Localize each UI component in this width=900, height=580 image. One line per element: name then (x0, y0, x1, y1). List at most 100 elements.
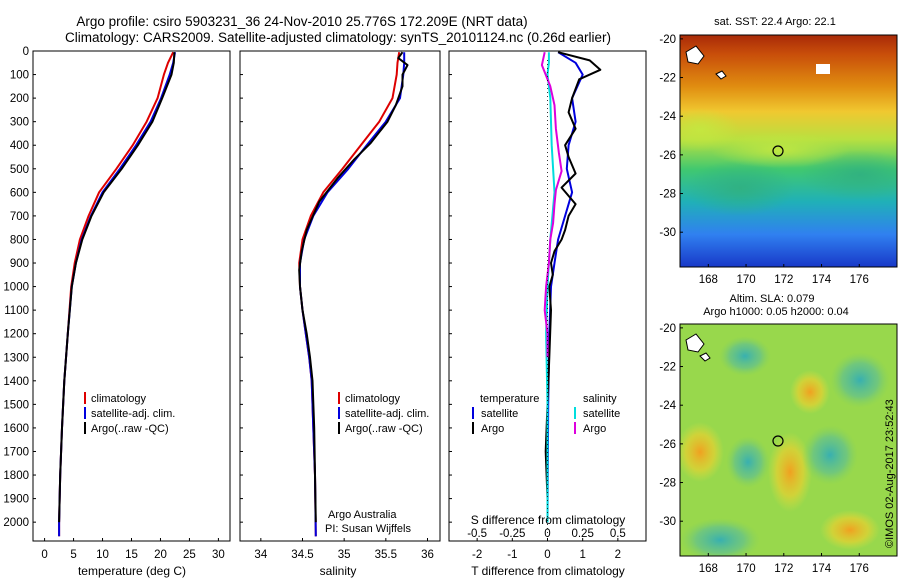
x-tick-label: 25 (183, 549, 196, 561)
map-x-tick-label: 168 (699, 563, 718, 575)
y-tick-label: 1000 (3, 282, 29, 294)
missing-data-patch (816, 64, 830, 74)
sst-map-title: sat. SST: 22.4 Argo: 22.1 (714, 16, 836, 28)
argo-position-marker (772, 145, 784, 157)
sla-map-frame (679, 323, 898, 557)
y-tick-label: 200 (10, 93, 29, 105)
y-tick-label: 500 (10, 164, 29, 176)
map-x-tick-label: 170 (736, 274, 755, 286)
title-line-2: Climatology: CARS2009. Satellite-adjuste… (65, 30, 611, 45)
y-tick-label: 800 (10, 234, 29, 246)
sst-feature (710, 132, 850, 168)
credit-timestamp: ©IMOS 02-Aug-2017 23:52:43 (884, 399, 896, 548)
series-line-argo-raw-qc- (298, 51, 409, 523)
difference-xlabel: T difference from climatology (471, 564, 625, 578)
institution-annotation: Argo Australia (328, 509, 397, 521)
series-line-salinity-argo (540, 51, 563, 358)
map-y-tick-label: -24 (659, 400, 676, 412)
y-tick-label: 900 (10, 258, 29, 270)
legend-label-satellite: satellite-adj. clim. (91, 408, 175, 420)
map-x-tick-label: 172 (774, 563, 793, 575)
map-y-tick-label: -28 (659, 189, 676, 201)
map-x-tick-label: 174 (812, 274, 832, 286)
y-tick-label: 1500 (3, 399, 29, 411)
sla-feature (726, 436, 770, 488)
y-tick-label: 100 (10, 70, 29, 82)
x-tick-label-salinity: 0 (544, 528, 550, 540)
temperature-panel-frame (32, 50, 231, 542)
series-line-temperature-satellite (546, 51, 584, 523)
legend-label-temperature-argo: Argo (481, 423, 504, 435)
series-layer (58, 51, 602, 537)
sst-map: sat. SST: 22.4 Argo: 22.1 (679, 16, 898, 268)
x-tick-label: 35.5 (375, 549, 397, 561)
sla-feature (680, 422, 724, 482)
map-x-tick-label: 174 (812, 563, 832, 575)
x-tick-label-salinity: -0.25 (499, 528, 525, 540)
legend-label-climatology: climatology (91, 393, 147, 405)
x-tick-label: 2 (615, 549, 621, 561)
temperature-xlabel: temperature (deg C) (78, 564, 186, 578)
map-y-tick-label: -30 (659, 516, 676, 528)
sst-map-frame (679, 34, 898, 268)
axes-layer: 0100200300400500600700800900100011001200… (3, 46, 625, 561)
y-tick-label: 400 (10, 140, 29, 152)
sla-map: Altim. SLA: 0.079 Argo h1000: 0.05 h2000… (679, 293, 898, 557)
series-line-climatology (58, 51, 175, 537)
series-line-argo-raw-qc- (58, 52, 176, 523)
difference-legend: temperature satellite Argo salinity sate… (472, 393, 620, 435)
sla-feature (790, 370, 830, 414)
y-tick-label: 0 (23, 46, 29, 58)
salinity-xlabel: salinity (320, 564, 357, 578)
y-tick-label: 1800 (3, 470, 29, 482)
x-tick-label: 1 (579, 549, 585, 561)
map-y-tick-label: -26 (659, 150, 676, 162)
y-tick-label: 700 (10, 211, 29, 223)
x-tick-label: 30 (212, 549, 225, 561)
temperature-legend: climatology satellite-adj. clim. Argo(..… (84, 392, 175, 435)
island-outline (685, 45, 705, 65)
x-tick-label: 10 (96, 549, 109, 561)
x-tick-label: 15 (125, 549, 138, 561)
y-tick-label: 1600 (3, 423, 29, 435)
map-y-tick-label: -24 (659, 111, 676, 123)
sla-feature (820, 510, 880, 550)
map-axes-layer: 168 170 172 174 176 -20 -22 -24 -26 -28 -30 168 170 1… (659, 34, 868, 575)
y-tick-label: 1700 (3, 446, 29, 458)
series-line-satellite-adj-clim- (58, 52, 176, 537)
x-tick-label: -2 (472, 549, 482, 561)
legend-label-satellite: satellite-adj. clim. (345, 408, 429, 420)
map-y-tick-label: -22 (659, 362, 676, 374)
y-tick-label: 1900 (3, 494, 29, 506)
sst-feature (685, 160, 795, 216)
title-line-1: Argo profile: csiro 5903231_36 24-Nov-20… (76, 14, 527, 29)
sla-map-title-2: Argo h1000: 0.05 h2000: 0.04 (703, 306, 849, 318)
legend-label-temperature-satellite: satellite (481, 408, 518, 420)
x-tick-label: 34 (254, 549, 267, 561)
series-line-temperature-argo (544, 51, 602, 523)
x-tick-label-salinity: -0.5 (467, 528, 487, 540)
map-y-tick-label: -20 (659, 34, 676, 46)
legend-label-climatology: climatology (345, 393, 401, 405)
map-y-tick-label: -20 (659, 323, 676, 335)
x-tick-label: 34.5 (291, 549, 313, 561)
salinity-panel-frame (239, 50, 441, 542)
map-x-tick-label: 176 (850, 274, 869, 286)
sla-feature (802, 425, 858, 485)
map-x-tick-label: 176 (850, 563, 869, 575)
y-tick-label: 1100 (4, 305, 29, 317)
sla-feature (830, 352, 890, 408)
x-tick-label-salinity: 0.25 (571, 528, 593, 540)
y-tick-label: 1300 (3, 352, 29, 364)
salinity-legend: climatology satellite-adj. clim. Argo(..… (325, 392, 429, 535)
island-outline (715, 70, 727, 80)
map-x-tick-label: 172 (774, 274, 793, 286)
x-tick-label: 0 (41, 549, 47, 561)
island-outline (685, 333, 705, 353)
x-tick-label: 35 (338, 549, 351, 561)
map-y-tick-label: -30 (659, 227, 676, 239)
difference-top-label: S difference from climatology (471, 513, 626, 527)
y-tick-label: 2000 (3, 517, 29, 529)
x-tick-label: 0 (544, 549, 550, 561)
legend-label-salinity-argo: Argo (583, 423, 606, 435)
